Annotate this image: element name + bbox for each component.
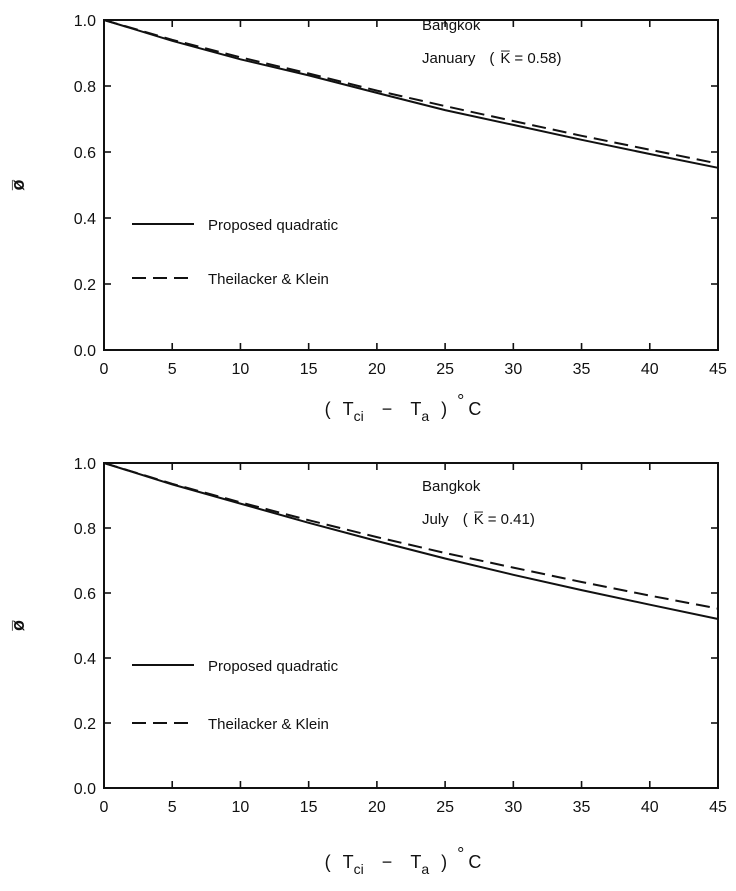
x-label-t2: T <box>410 399 421 419</box>
y-tick-label: 1.0 <box>74 456 96 473</box>
chart-panel-bottom: 0 5 10 15 20 25 30 35 40 45 0.0 0.2 0.4 0.6 0.8 1.0 ø̅ ( T… <box>8 456 727 877</box>
month-annotation: July ( K̅ = 0.41) <box>422 511 535 528</box>
x-label-unit: C <box>468 852 481 872</box>
x-tick-label: 45 <box>709 799 727 816</box>
y-tick-label: 0.2 <box>74 277 96 294</box>
x-label-unit: C <box>468 399 481 419</box>
x-tick-label: 20 <box>368 799 386 816</box>
legend-label: Theilacker & Klein <box>208 271 329 288</box>
y-tick-label: 1.0 <box>74 13 96 30</box>
y-tick-label: 0.6 <box>74 145 96 162</box>
y-tick-label: 0.2 <box>74 716 96 733</box>
x-tick-label: 35 <box>573 799 591 816</box>
x-label-close-paren: ) <box>441 852 447 872</box>
x-label-t1: T <box>343 399 354 419</box>
x-label-degree: ° <box>457 391 464 411</box>
annotation-open-paren: ( <box>489 50 494 67</box>
y-axis-label: ø̅ <box>8 179 28 191</box>
x-tick-label: 30 <box>504 361 522 378</box>
x-tick-label: 35 <box>573 361 591 378</box>
y-tick-label: 0.0 <box>74 781 96 798</box>
x-label-sub1: ci <box>354 861 364 877</box>
x-tick-label: 15 <box>300 799 318 816</box>
x-label-open-paren: ( <box>325 852 331 872</box>
annotation-month: July <box>422 511 449 528</box>
x-tick-label: 20 <box>368 361 386 378</box>
series-line-proposed-quadratic <box>103 19 719 169</box>
legend: Proposed quadratic Theilacker & Klein <box>132 217 339 288</box>
x-axis-label: (Tci − Ta) ° C <box>325 391 482 424</box>
x-label-t1: T <box>343 852 354 872</box>
chart-panel-top: 0 5 10 15 20 25 30 35 40 45 0.0 0.2 0.4 0.6 0.8 1.0 ø̅ ( T… <box>8 13 727 424</box>
x-axis-label: (Tci − Ta) ° C <box>325 844 482 877</box>
y-tick-label: 0.0 <box>74 343 96 360</box>
y-tick-label: 0.8 <box>74 79 96 96</box>
x-tick-label: 30 <box>504 799 522 816</box>
annotation-k-value: = 0.41) <box>488 511 535 528</box>
x-tick-label: 5 <box>168 361 177 378</box>
x-label-degree: ° <box>457 844 464 864</box>
x-tick-label: 40 <box>641 361 659 378</box>
y-tick-label: 0.6 <box>74 586 96 603</box>
x-tick-label: 45 <box>709 361 727 378</box>
annotation-k-bar: K̅ <box>500 50 510 67</box>
x-tick-label: 10 <box>232 361 250 378</box>
annotation-month: January <box>422 50 476 67</box>
x-tick-label: 25 <box>436 799 454 816</box>
x-label-close-paren: ) <box>441 399 447 419</box>
x-label-open-paren: ( <box>325 399 331 419</box>
y-tick-label: 0.8 <box>74 521 96 538</box>
y-tick-label: 0.4 <box>74 651 96 668</box>
legend: Proposed quadratic Theilacker & Klein <box>132 658 339 733</box>
plot-frame <box>103 19 719 351</box>
legend-label: Proposed quadratic <box>208 658 339 675</box>
location-annotation: Bangkok <box>422 478 481 495</box>
x-label-minus: − <box>382 852 393 872</box>
location-annotation: Bangkok <box>422 17 481 34</box>
x-label-minus: − <box>382 399 393 419</box>
legend-label: Proposed quadratic <box>208 217 339 234</box>
series-line-theilacker-klein <box>103 19 719 165</box>
x-tick-label: 0 <box>100 361 109 378</box>
y-tick-label: 0.4 <box>74 211 96 228</box>
legend-label: Theilacker & Klein <box>208 716 329 733</box>
month-annotation: January ( K̅ = 0.58) <box>422 50 562 67</box>
x-tick-label: 10 <box>232 799 250 816</box>
x-tick-label: 0 <box>100 799 109 816</box>
y-axis-label: ø̅ <box>8 619 28 631</box>
annotation-k-bar: K̅ <box>474 511 484 528</box>
x-label-sub2: a <box>421 861 429 877</box>
series-line-proposed-quadratic <box>103 462 719 620</box>
x-label-sub1: ci <box>354 408 364 424</box>
x-tick-label: 40 <box>641 799 659 816</box>
x-label-sub2: a <box>421 408 429 424</box>
x-label-t2: T <box>410 852 421 872</box>
annotation-k-value: = 0.58) <box>514 50 561 67</box>
x-tick-label: 25 <box>436 361 454 378</box>
series-line-theilacker-klein <box>103 462 719 610</box>
x-tick-label: 15 <box>300 361 318 378</box>
plot-frame <box>103 462 719 789</box>
annotation-open-paren: ( <box>463 511 468 528</box>
x-tick-label: 5 <box>168 799 177 816</box>
